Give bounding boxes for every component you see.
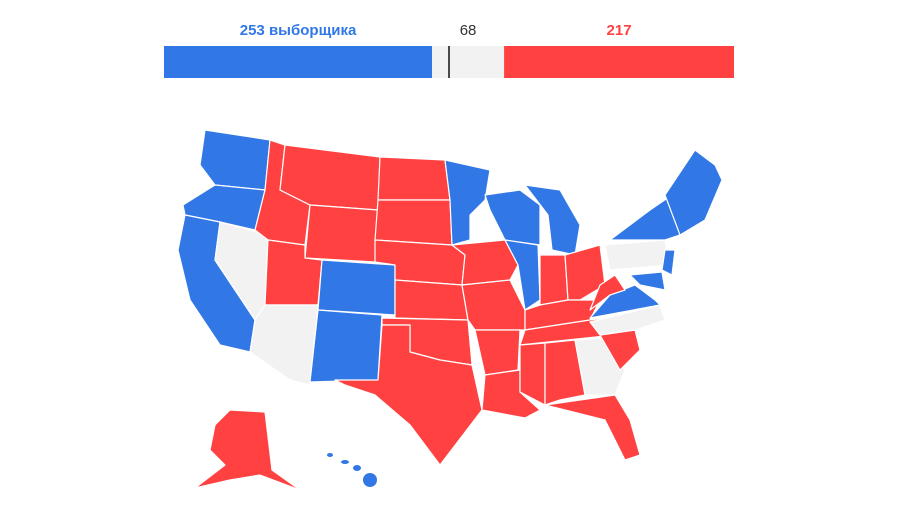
segment-label: 68 [460, 22, 477, 39]
segment-label: 253 выборщика [240, 22, 357, 39]
bar-segment [164, 46, 433, 78]
bar-segment [432, 46, 505, 78]
segment-label: 217 [607, 22, 632, 39]
bar-segment [504, 46, 734, 78]
electoral-bar: 253 выборщика 68 217 [164, 22, 734, 78]
